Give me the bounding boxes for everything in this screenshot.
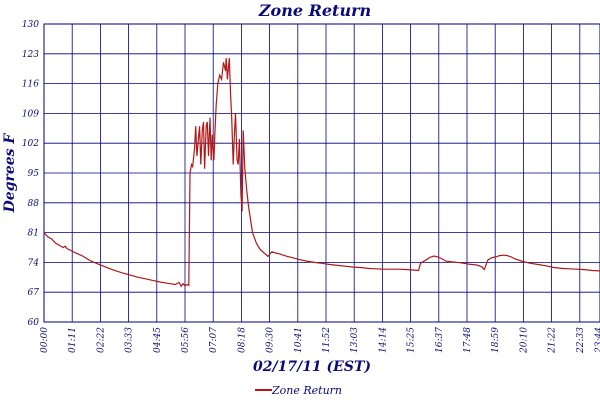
chart-title: Zone Return: [258, 1, 371, 20]
x-tick-label: 07:07: [209, 327, 219, 353]
x-tick-label: 01:11: [68, 327, 78, 353]
x-tick-label: 22:33: [576, 327, 586, 354]
y-tick-label: 102: [22, 139, 39, 149]
x-tick-label: 09:30: [266, 327, 276, 353]
y-tick-label: 130: [22, 20, 39, 30]
y-tick-label: 116: [22, 80, 39, 90]
x-tick-label: 15:25: [407, 327, 417, 353]
x-tick-label: 17:48: [463, 327, 473, 353]
x-tick-label: 21:22: [548, 327, 558, 354]
legend-label-zone-return: Zone Return: [271, 384, 342, 397]
y-tick-label: 95: [28, 169, 40, 179]
x-tick-label: 16:37: [435, 327, 445, 353]
x-tick-label: 00:00: [40, 327, 50, 353]
y-tick-label: 88: [28, 199, 40, 209]
x-axis-ticks: 00:00 01:11 02:22 03:33 04:45 05:56 07:07 08:18…: [40, 327, 600, 354]
y-tick-label: 67: [28, 288, 40, 298]
x-tick-label: 20:10: [519, 327, 529, 354]
x-tick-label: 23:44: [595, 327, 600, 354]
x-tick-label: 05:56: [181, 327, 191, 353]
x-tick-label: 13:03: [350, 327, 360, 353]
x-axis-label: 02/17/11 (EST): [253, 359, 371, 375]
x-tick-label: 18:59: [491, 327, 501, 353]
y-tick-label: 74: [28, 258, 40, 268]
y-tick-label: 109: [22, 109, 39, 119]
legend: Zone Return: [255, 384, 342, 397]
grid-lines: [44, 23, 600, 323]
x-tick-label: 11:52: [322, 327, 332, 353]
x-tick-label: 03:33: [125, 327, 135, 353]
y-axis-ticks: 60 67 74 81 88 95 102 109 116 123 130: [22, 20, 39, 328]
x-tick-label: 02:22: [96, 327, 106, 353]
y-tick-label: 81: [28, 229, 39, 239]
x-tick-label: 14:14: [378, 327, 388, 353]
plot-area-border: [43, 23, 600, 323]
x-tick-label: 04:45: [153, 327, 163, 353]
x-tick-label: 08:18: [237, 327, 247, 353]
y-axis-label: Degrees F: [2, 133, 18, 214]
x-tick-label: 10:41: [294, 327, 304, 353]
y-tick-label: 60: [28, 318, 40, 328]
y-tick-label: 123: [22, 50, 39, 60]
series-line-zone-return: [43, 58, 600, 288]
